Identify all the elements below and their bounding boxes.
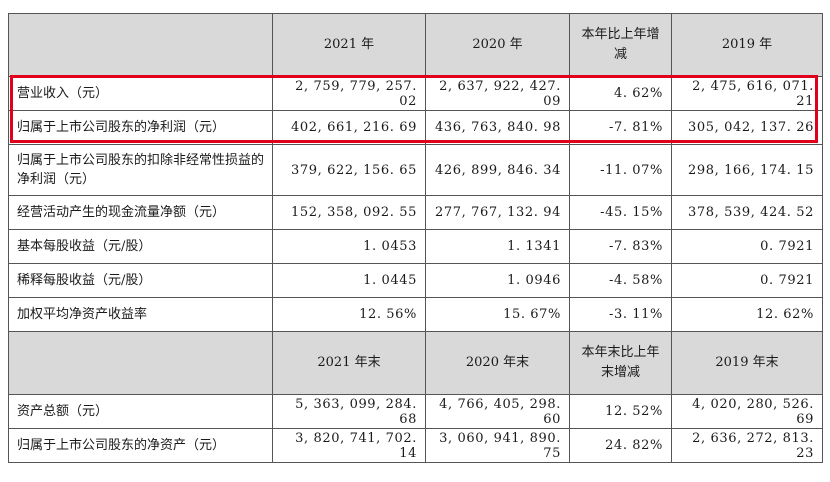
- cell-value: 2, 637, 922, 427. 09: [425, 76, 570, 111]
- table-row: 营业收入（元） 2, 759, 779, 257. 02 2, 637, 922…: [8, 76, 823, 111]
- cell-value: 4. 62%: [569, 76, 672, 111]
- cell-value: 402, 661, 216. 69: [272, 110, 426, 145]
- header-2021: 2021 年: [272, 13, 426, 77]
- cell-value: 5, 363, 099, 284. 68: [272, 394, 426, 429]
- subheader-yoy-change: 本年末比上年末增减: [569, 331, 672, 395]
- cell-value: -7. 83%: [569, 229, 672, 264]
- financial-summary-table: 2021 年 2020 年 本年比上年增减 2019 年 营业收入（元） 2, …: [8, 13, 823, 463]
- cell-value: 2, 475, 616, 071. 21: [671, 76, 823, 111]
- row-label: 经营活动产生的现金流量净额（元）: [8, 195, 273, 230]
- cell-value: 15. 67%: [425, 297, 570, 332]
- table-row: 经营活动产生的现金流量净额（元） 152, 358, 092. 55 277, …: [8, 195, 823, 230]
- header-2020: 2020 年: [425, 13, 570, 77]
- cell-value: 378, 539, 424. 52: [671, 195, 823, 230]
- cell-value: 298, 166, 174. 15: [671, 144, 823, 196]
- table-row: 基本每股收益（元/股） 1. 0453 1. 1341 -7. 83% 0. 7…: [8, 229, 823, 264]
- cell-value: 152, 358, 092. 55: [272, 195, 426, 230]
- cell-value: 2, 759, 779, 257. 02: [272, 76, 426, 111]
- cell-value: 0. 7921: [671, 263, 823, 298]
- table-header-row: 2021 年 2020 年 本年比上年增减 2019 年: [8, 13, 823, 77]
- table-row: 加权平均净资产收益率 12. 56% 15. 67% -3. 11% 12. 6…: [8, 297, 823, 332]
- table-row: 归属于上市公司股东的净资产（元） 3, 820, 741, 702. 14 3,…: [8, 428, 823, 463]
- table-row: 归属于上市公司股东的扣除非经常性损益的净利润（元） 379, 622, 156.…: [8, 144, 823, 196]
- cell-value: 1. 0453: [272, 229, 426, 264]
- table-row: 资产总额（元） 5, 363, 099, 284. 68 4, 766, 405…: [8, 394, 823, 429]
- header-blank-cell: [8, 13, 273, 77]
- row-label: 加权平均净资产收益率: [8, 297, 273, 332]
- row-label: 归属于上市公司股东的扣除非经常性损益的净利润（元）: [8, 144, 273, 196]
- cell-value: 12. 56%: [272, 297, 426, 332]
- header-yoy-change: 本年比上年增减: [569, 13, 672, 77]
- cell-value: -45. 15%: [569, 195, 672, 230]
- cell-value: 4, 020, 280, 526. 69: [671, 394, 823, 429]
- header-2019: 2019 年: [671, 13, 823, 77]
- cell-value: 1. 0946: [425, 263, 570, 298]
- row-label: 稀释每股收益（元/股）: [8, 263, 273, 298]
- cell-value: -7. 81%: [569, 110, 672, 145]
- cell-value: -4. 58%: [569, 263, 672, 298]
- cell-value: 1. 0445: [272, 263, 426, 298]
- row-label: 营业收入（元）: [8, 76, 273, 111]
- row-label: 归属于上市公司股东的净资产（元）: [8, 428, 273, 463]
- cell-value: 426, 899, 846. 34: [425, 144, 570, 196]
- cell-value: 379, 622, 156. 65: [272, 144, 426, 196]
- row-label: 归属于上市公司股东的净利润（元）: [8, 110, 273, 145]
- table-row: 归属于上市公司股东的净利润（元） 402, 661, 216. 69 436, …: [8, 110, 823, 145]
- subheader-2020-end: 2020 年末: [425, 331, 570, 395]
- row-label: 基本每股收益（元/股）: [8, 229, 273, 264]
- subheader-2021-end: 2021 年末: [272, 331, 426, 395]
- cell-value: 305, 042, 137. 26: [671, 110, 823, 145]
- cell-value: 24. 82%: [569, 428, 672, 463]
- cell-value: -11. 07%: [569, 144, 672, 196]
- cell-value: 12. 52%: [569, 394, 672, 429]
- cell-value: 436, 763, 840. 98: [425, 110, 570, 145]
- table-subheader-row: 2021 年末 2020 年末 本年末比上年末增减 2019 年末: [8, 331, 823, 395]
- cell-value: 4, 766, 405, 298. 60: [425, 394, 570, 429]
- cell-value: 2, 636, 272, 813. 23: [671, 428, 823, 463]
- subheader-2019-end: 2019 年末: [671, 331, 823, 395]
- cell-value: 0. 7921: [671, 229, 823, 264]
- table-row: 稀释每股收益（元/股） 1. 0445 1. 0946 -4. 58% 0. 7…: [8, 263, 823, 298]
- cell-value: 1. 1341: [425, 229, 570, 264]
- row-label: 资产总额（元）: [8, 394, 273, 429]
- cell-value: 3, 060, 941, 890. 75: [425, 428, 570, 463]
- cell-value: 3, 820, 741, 702. 14: [272, 428, 426, 463]
- cell-value: 277, 767, 132. 94: [425, 195, 570, 230]
- subheader-blank-cell: [8, 331, 273, 395]
- cell-value: 12. 62%: [671, 297, 823, 332]
- cell-value: -3. 11%: [569, 297, 672, 332]
